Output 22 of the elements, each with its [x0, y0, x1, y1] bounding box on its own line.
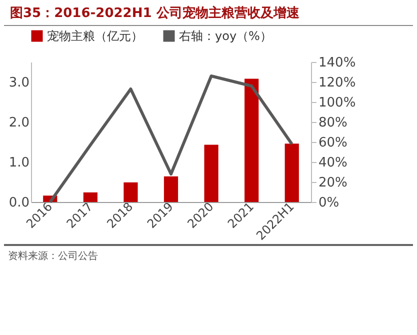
text: 资料来源：公司公告 — [4, 244, 413, 266]
legend-label: 右轴：yoy（%） — [179, 29, 272, 43]
y2-tick-label: 120% — [318, 76, 356, 90]
y2-tick-label: 20% — [318, 176, 348, 190]
y2-tick-label: 60% — [318, 136, 348, 150]
line-series — [48, 74, 294, 204]
y2-tick-label: 0% — [318, 196, 340, 210]
y2-tick-label: 80% — [318, 116, 348, 130]
y2-tick-label: 140% — [318, 56, 356, 70]
bar — [164, 176, 178, 202]
y2-tick-label: 40% — [318, 156, 348, 170]
bar — [244, 78, 259, 202]
y2-tick-label: 100% — [318, 96, 356, 110]
y-tick-label: 1.0 — [8, 156, 30, 170]
bar — [204, 144, 218, 202]
bar — [83, 192, 98, 202]
y-tick-label: 2.0 — [8, 116, 30, 130]
chart-title: 图35：2016-2022H1 公司宠物主粮营收及增速 — [4, 0, 413, 26]
legend-label: 宠物主粮（亿元） — [47, 29, 143, 43]
y-tick-label: 3.0 — [8, 76, 30, 90]
bar — [284, 144, 299, 202]
bar — [124, 182, 138, 202]
